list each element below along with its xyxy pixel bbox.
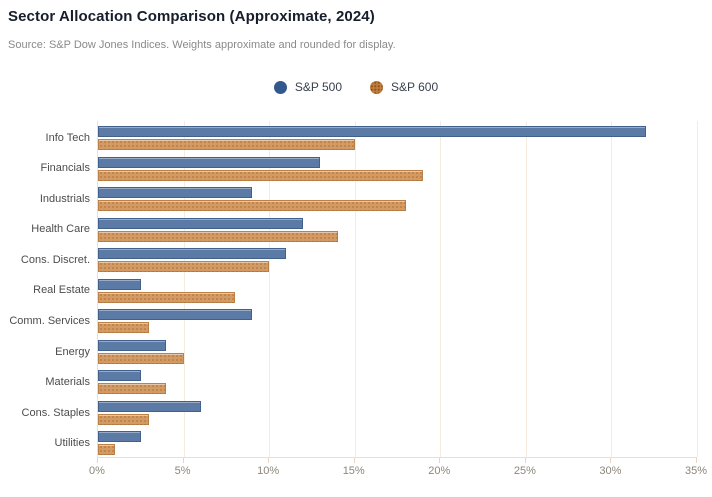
category-label: Real Estate — [33, 284, 90, 297]
page-title: Sector Allocation Comparison (Approximat… — [8, 8, 375, 25]
x-tick-mark — [696, 458, 697, 463]
bar-sp600 — [98, 322, 150, 334]
bar-row — [98, 426, 697, 457]
bar-sp600 — [98, 352, 184, 364]
gridline — [611, 121, 613, 457]
sp600-marker-icon — [370, 80, 383, 94]
bar-row — [98, 121, 697, 152]
bar-sp500 — [98, 278, 141, 290]
bar-sp600 — [98, 413, 150, 425]
y-axis-labels: Info Tech Financials Industrials Health Car… — [0, 121, 90, 457]
bar-sp500 — [98, 400, 201, 412]
bar-sp500 — [98, 431, 141, 443]
x-tick-mark — [353, 458, 355, 463]
x-tick-label: 25% — [513, 465, 536, 477]
plot-area — [97, 121, 698, 458]
x-tick-mark — [524, 458, 526, 463]
x-tick-mark — [182, 458, 184, 463]
sp500-marker-icon — [273, 80, 287, 94]
x-tick-label: 15% — [342, 465, 365, 477]
legend: S&P 500 S&P 600 — [0, 80, 712, 94]
category-label: Industrials — [39, 192, 90, 205]
category-label: Financials — [40, 162, 90, 175]
x-tick-label: 10% — [257, 465, 280, 477]
x-tick-label: 0% — [89, 465, 105, 477]
bar-row — [98, 213, 697, 244]
bar-row — [98, 243, 697, 274]
x-tick-label: 35% — [684, 465, 708, 477]
x-tick-label: 20% — [428, 465, 451, 477]
x-tick-mark — [268, 458, 270, 463]
gridline — [525, 121, 527, 457]
bar-row — [98, 274, 697, 305]
gridline — [354, 121, 356, 457]
bar-sp500 — [98, 156, 321, 168]
x-tick-mark — [610, 458, 612, 463]
category-label: Info Tech — [45, 131, 90, 144]
gridline — [697, 121, 698, 457]
bar-sp500 — [98, 187, 253, 199]
bar-sp600 — [98, 291, 235, 303]
bar-row — [98, 335, 697, 366]
bar-sp500 — [98, 248, 287, 260]
gridline — [183, 121, 185, 457]
bar-row — [98, 152, 697, 183]
gridline — [440, 121, 442, 457]
bar-row — [98, 365, 697, 396]
category-label: Cons. Discret. — [20, 253, 90, 266]
bar-sp600 — [98, 169, 424, 181]
bar-sp500 — [98, 217, 304, 229]
bar-sp500 — [98, 309, 253, 321]
x-tick-label: 5% — [174, 465, 191, 477]
x-tick-mark — [439, 458, 441, 463]
bar-sp500 — [98, 370, 141, 382]
bar-row — [98, 182, 697, 213]
gridline — [269, 121, 271, 457]
x-tick-label: 30% — [599, 465, 622, 477]
category-label: Materials — [45, 376, 90, 389]
legend-item-sp600: S&P 600 — [370, 80, 438, 94]
bar-sp600 — [98, 200, 407, 212]
legend-item-sp500: S&P 500 — [273, 80, 342, 94]
bar-row — [98, 304, 697, 335]
bar-sp600 — [98, 230, 338, 242]
legend-label-sp600: S&P 600 — [391, 80, 439, 94]
category-label: Energy — [55, 345, 90, 358]
bar-sp600 — [98, 261, 270, 273]
category-label: Health Care — [31, 223, 90, 236]
x-tick-mark — [97, 458, 98, 463]
bar-sp500 — [98, 126, 646, 137]
bar-row — [98, 396, 697, 427]
category-label: Cons. Staples — [21, 406, 90, 419]
category-label: Comm. Services — [9, 315, 90, 328]
category-label: Utilities — [54, 437, 90, 450]
x-axis: 0% 5% 10% 15% 20% 25% 30% 35% — [89, 457, 707, 487]
bar-sp600 — [98, 444, 116, 456]
legend-label-sp500: S&P 500 — [294, 80, 342, 94]
bar-sp600 — [98, 139, 355, 150]
bar-sp500 — [98, 339, 167, 351]
bar-sp600 — [98, 383, 167, 395]
source-note: Source: S&P Dow Jones Indices. Weights a… — [8, 39, 396, 51]
